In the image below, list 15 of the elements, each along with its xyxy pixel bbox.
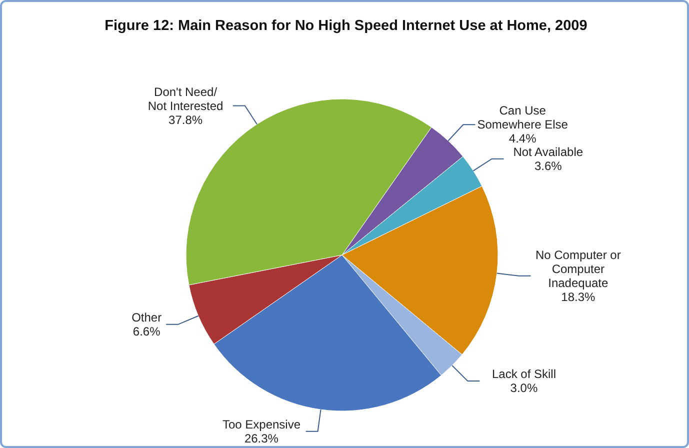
slice-label: Not Available — [513, 144, 584, 159]
chart-title: Figure 12: Main Reason for No High Speed Internet Use at Home, 2009 — [104, 18, 588, 34]
data-label: 18.3% — [561, 290, 596, 304]
slice-label: Too Expensive — [222, 417, 301, 432]
data-label: 26.3% — [244, 431, 279, 446]
data-label: 6.6% — [132, 324, 161, 338]
slice-label: No Computer or Computer Inadequate — [535, 248, 621, 290]
data-label: 4.4% — [508, 132, 537, 146]
data-label: 37.8% — [168, 112, 203, 127]
slice-label: Don't Need/ Not Interested — [148, 84, 224, 113]
data-label: 3.0% — [510, 381, 538, 396]
slice-label: Other — [132, 310, 162, 324]
slice-label: Can Use Somewhere Else — [477, 104, 568, 132]
data-label: 3.6% — [534, 158, 562, 173]
slice-label: Lack of Skill — [492, 367, 556, 382]
